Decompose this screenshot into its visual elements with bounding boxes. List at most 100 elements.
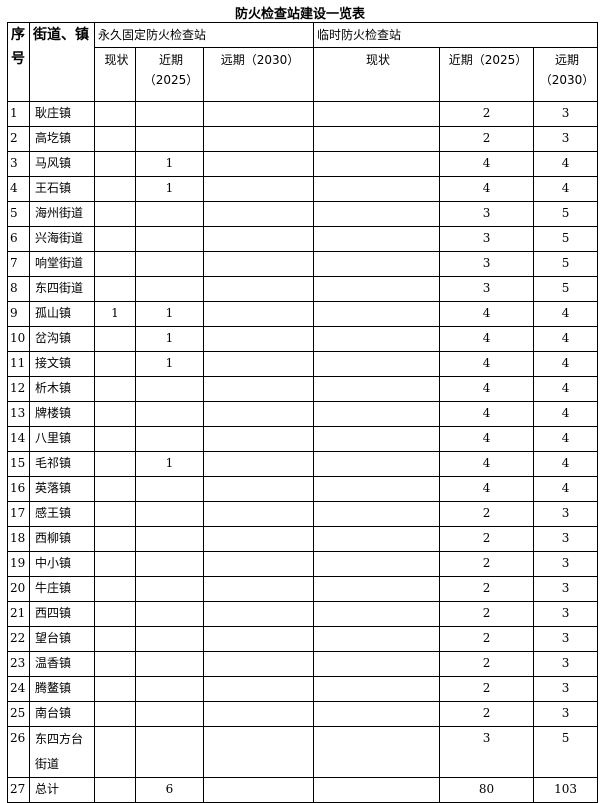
perm-far — [202, 276, 315, 302]
temp-near: 3 — [439, 726, 535, 778]
perm-current — [94, 426, 136, 452]
header-district: 街道、镇 — [29, 22, 95, 102]
temp-near: 2 — [439, 601, 535, 627]
row-district: 八里镇 — [29, 426, 95, 452]
row-district: 响堂街道 — [29, 251, 95, 277]
header-permanent: 永久固定防火检查站 — [93, 22, 315, 48]
row-index: 1 — [7, 101, 30, 127]
perm-current — [94, 726, 136, 778]
row-index: 12 — [7, 376, 30, 402]
table-row: 18 西柳镇 2 3 — [7, 526, 599, 552]
perm-near: 1 — [135, 176, 204, 202]
perm-near — [135, 401, 204, 427]
perm-far — [202, 777, 315, 803]
temp-far: 4 — [533, 401, 599, 427]
temp-far: 4 — [533, 426, 599, 452]
temp-far: 4 — [533, 176, 599, 202]
table-row: 24 腾鳌镇 2 3 — [7, 676, 599, 702]
table-row: 16 英落镇 4 4 — [7, 476, 599, 502]
row-index: 7 — [7, 251, 30, 277]
table-row: 7 响堂街道 3 5 — [7, 251, 599, 277]
perm-current — [94, 151, 136, 177]
perm-far — [202, 701, 315, 727]
perm-current — [94, 326, 136, 352]
perm-current — [94, 226, 136, 252]
row-index: 23 — [7, 651, 30, 677]
temp-current — [313, 626, 441, 652]
table-row: 1 耿庄镇 2 3 — [7, 101, 599, 127]
row-district: 毛祁镇 — [29, 451, 95, 477]
header-perm-current: 现状 — [94, 47, 136, 102]
perm-near — [135, 501, 204, 527]
table-row: 22 望台镇 2 3 — [7, 626, 599, 652]
row-district: 西柳镇 — [29, 526, 95, 552]
row-index: 6 — [7, 226, 30, 252]
row-district: 西四镇 — [29, 601, 95, 627]
temp-current — [313, 251, 441, 277]
perm-far — [202, 126, 315, 152]
temp-near: 4 — [439, 376, 535, 402]
row-district: 海州街道 — [29, 201, 95, 227]
temp-current — [313, 376, 441, 402]
perm-far — [202, 476, 315, 502]
row-index: 9 — [7, 301, 30, 327]
row-index: 5 — [7, 201, 30, 227]
perm-far — [202, 576, 315, 602]
row-index: 8 — [7, 276, 30, 302]
table-row: 6 兴海街道 3 5 — [7, 226, 599, 252]
temp-far: 5 — [533, 201, 599, 227]
perm-far — [202, 601, 315, 627]
perm-current — [94, 701, 136, 727]
header-temp-near: 近期（2025） — [439, 47, 535, 102]
perm-near — [135, 676, 204, 702]
row-district: 东四街道 — [29, 276, 95, 302]
table-row: 27 总计 6 80 103 — [7, 777, 599, 803]
temp-current — [313, 226, 441, 252]
row-index: 18 — [7, 526, 30, 552]
temp-near: 4 — [439, 151, 535, 177]
temp-current — [313, 101, 441, 127]
temp-current — [313, 176, 441, 202]
temp-far: 3 — [533, 101, 599, 127]
row-index: 27 — [7, 777, 30, 803]
temp-near: 2 — [439, 526, 535, 552]
temp-current — [313, 777, 441, 803]
row-index: 11 — [7, 351, 30, 377]
perm-near — [135, 576, 204, 602]
temp-current — [313, 451, 441, 477]
temp-near: 2 — [439, 576, 535, 602]
perm-far — [202, 301, 315, 327]
temp-near: 2 — [439, 551, 535, 577]
table-row: 25 南台镇 2 3 — [7, 701, 599, 727]
perm-far — [202, 101, 315, 127]
temp-far: 3 — [533, 526, 599, 552]
header-perm-near: 近期（2025） — [135, 47, 204, 102]
perm-current — [94, 551, 136, 577]
temp-current — [313, 576, 441, 602]
table-row: 12 析木镇 4 4 — [7, 376, 599, 402]
header-temp-current: 现状 — [313, 47, 441, 102]
temp-near: 3 — [439, 276, 535, 302]
temp-current — [313, 201, 441, 227]
row-district: 析木镇 — [29, 376, 95, 402]
row-district: 高圪镇 — [29, 126, 95, 152]
perm-far — [202, 351, 315, 377]
perm-current — [94, 651, 136, 677]
perm-near — [135, 626, 204, 652]
header-perm-far: 远期（2030） — [202, 47, 315, 102]
temp-far: 4 — [533, 376, 599, 402]
perm-near: 6 — [135, 777, 204, 803]
temp-near: 4 — [439, 476, 535, 502]
temp-near: 3 — [439, 226, 535, 252]
perm-far — [202, 726, 315, 778]
row-index: 10 — [7, 326, 30, 352]
perm-near — [135, 426, 204, 452]
perm-near — [135, 526, 204, 552]
temp-far: 4 — [533, 326, 599, 352]
table-row: 9 孤山镇 1 1 4 4 — [7, 301, 599, 327]
temp-near: 3 — [439, 251, 535, 277]
header-index: 序号 — [7, 22, 30, 102]
table-row: 26 东四方台街道 3 5 — [7, 726, 599, 778]
temp-near: 2 — [439, 651, 535, 677]
row-index: 19 — [7, 551, 30, 577]
